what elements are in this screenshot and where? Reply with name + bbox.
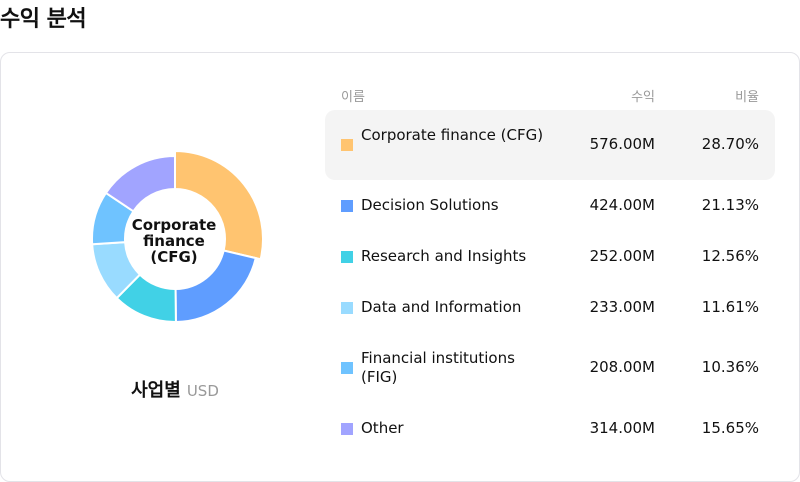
legend-swatch [341,139,353,151]
row-revenue: 208.00M [589,358,655,376]
table-header: 이름 수익 비율 [325,80,775,110]
donut-chart[interactable] [80,140,280,340]
table-row[interactable]: Corporate finance (CFG) 576.00M 28.70% [325,110,775,180]
table-row[interactable]: Financial institutions (FIG) 208.00M 10.… [325,333,775,403]
header-name: 이름 [341,90,365,105]
row-name: Data and Information [361,297,522,316]
row-ratio: 21.13% [701,195,759,214]
header-ratio: 비율 [735,90,759,105]
row-ratio: 11.61% [701,297,759,316]
header-revenue: 수익 [631,90,655,105]
row-ratio: 12.56% [701,246,759,265]
table-row[interactable]: Decision Solutions 424.00M 21.13% [325,180,775,231]
chart-caption-unit: USD [186,382,219,400]
legend-swatch [341,199,353,212]
row-ratio: 10.36% [701,358,759,376]
chart-caption: 사업별 USD [0,376,350,402]
row-name: Research and Insights [361,246,527,265]
legend-swatch [341,422,353,435]
donut-segment[interactable] [104,154,176,213]
row-revenue: 252.00M [589,246,655,265]
donut-segment[interactable] [174,149,264,261]
row-revenue: 233.00M [589,297,655,316]
page-title: 수익 분석 [0,7,87,32]
legend-swatch [341,362,353,374]
legend-swatch [341,250,353,263]
table-row[interactable]: Data and Information 233.00M 11.61% [325,282,775,333]
row-revenue: 424.00M [589,195,655,214]
row-name: Corporate finance (CFG) [361,126,544,144]
row-revenue: 576.00M [589,135,655,153]
row-ratio: 28.70% [701,135,759,153]
row-name: Financial institutions (FIG) [361,349,515,386]
chart-caption-title: 사업별 [131,380,181,401]
row-ratio: 15.65% [701,418,759,437]
donut-center-label: Corporate finance (CFG) [131,216,217,266]
row-name: Decision Solutions [361,195,499,214]
table-row[interactable]: Other 314.00M 15.65% [325,403,775,454]
row-revenue: 314.00M [589,418,655,437]
row-name: Other [361,418,404,437]
legend-swatch [341,301,353,314]
table-row[interactable]: Research and Insights 252.00M 12.56% [325,231,775,282]
revenue-table: 이름 수익 비율 Corporate finance (CFG) 576.00M… [325,80,775,454]
